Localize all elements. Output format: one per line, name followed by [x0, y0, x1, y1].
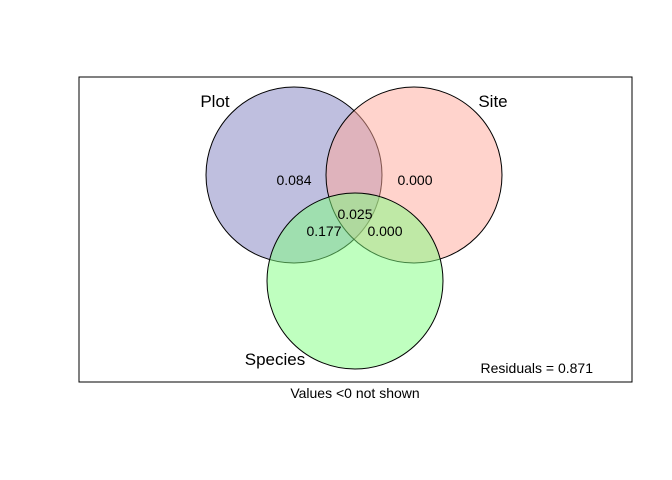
set-label-site: Site [478, 92, 507, 111]
plot-frame [78, 76, 633, 383]
value-plot-species: 0.177 [306, 223, 341, 239]
values-note: Values <0 not shown [290, 385, 419, 401]
residuals-text: Residuals = 0.871 [481, 360, 594, 376]
value-site-species: 0.000 [367, 223, 402, 239]
circle-species [266, 192, 444, 370]
set-label-species: Species [245, 350, 305, 369]
set-label-plot: Plot [200, 92, 230, 111]
value-plot-only: 0.084 [276, 172, 311, 188]
value-plot-site-species: 0.025 [337, 206, 372, 222]
value-site-only: 0.000 [397, 172, 432, 188]
